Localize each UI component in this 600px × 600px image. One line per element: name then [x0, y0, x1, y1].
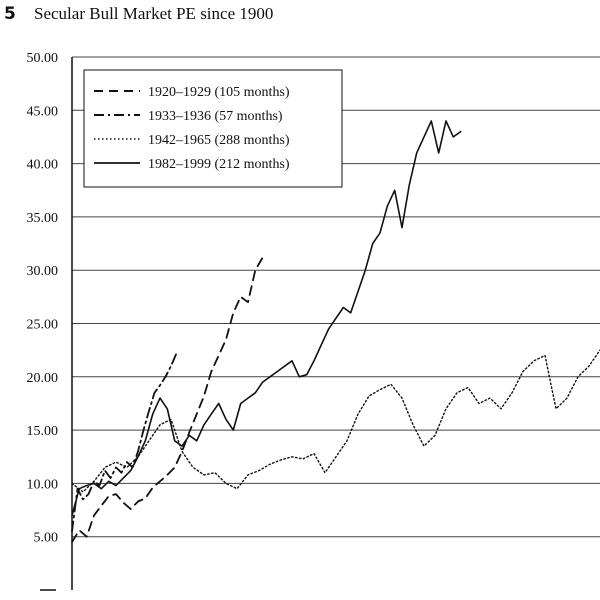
y-tick-label: 50.00	[27, 51, 59, 66]
series-line-2	[71, 352, 178, 533]
legend-box	[83, 69, 343, 188]
series-line-1	[71, 253, 266, 543]
legend-label-1: 1920–1929 (105 months)	[148, 85, 290, 100]
legend-label-4: 1982–1999 (212 months)	[148, 157, 290, 172]
chart-title: Secular Bull Market PE since 1900	[34, 4, 273, 23]
y-tick-label: 30.00	[27, 264, 59, 279]
y-tick-label: 45.00	[27, 104, 59, 119]
y-tick-label: 20.00	[27, 371, 59, 386]
y-axis-ticks: 5.00 10.00 15.00 20.00 25.00 30.00 35.00 40.00 4…	[27, 51, 59, 546]
y-tick-label: 5.00	[34, 531, 59, 546]
legend-label-3: 1942–1965 (288 months)	[148, 133, 290, 148]
series-lines	[71, 120, 600, 543]
legend-label-2: 1933–1936 (57 months)	[148, 109, 283, 124]
y-tick-label: 10.00	[27, 477, 59, 492]
y-tick-label: 40.00	[27, 158, 59, 173]
figure-number: 5	[4, 4, 16, 24]
series-line-4	[71, 120, 462, 517]
y-tick-label: 35.00	[27, 211, 59, 226]
y-tick-label: 25.00	[27, 318, 59, 333]
legend: 1920–1929 (105 months) 1933–1936 (57 mont…	[83, 69, 343, 188]
y-tick-label: 15.00	[27, 424, 59, 439]
series-line-3	[71, 349, 600, 493]
